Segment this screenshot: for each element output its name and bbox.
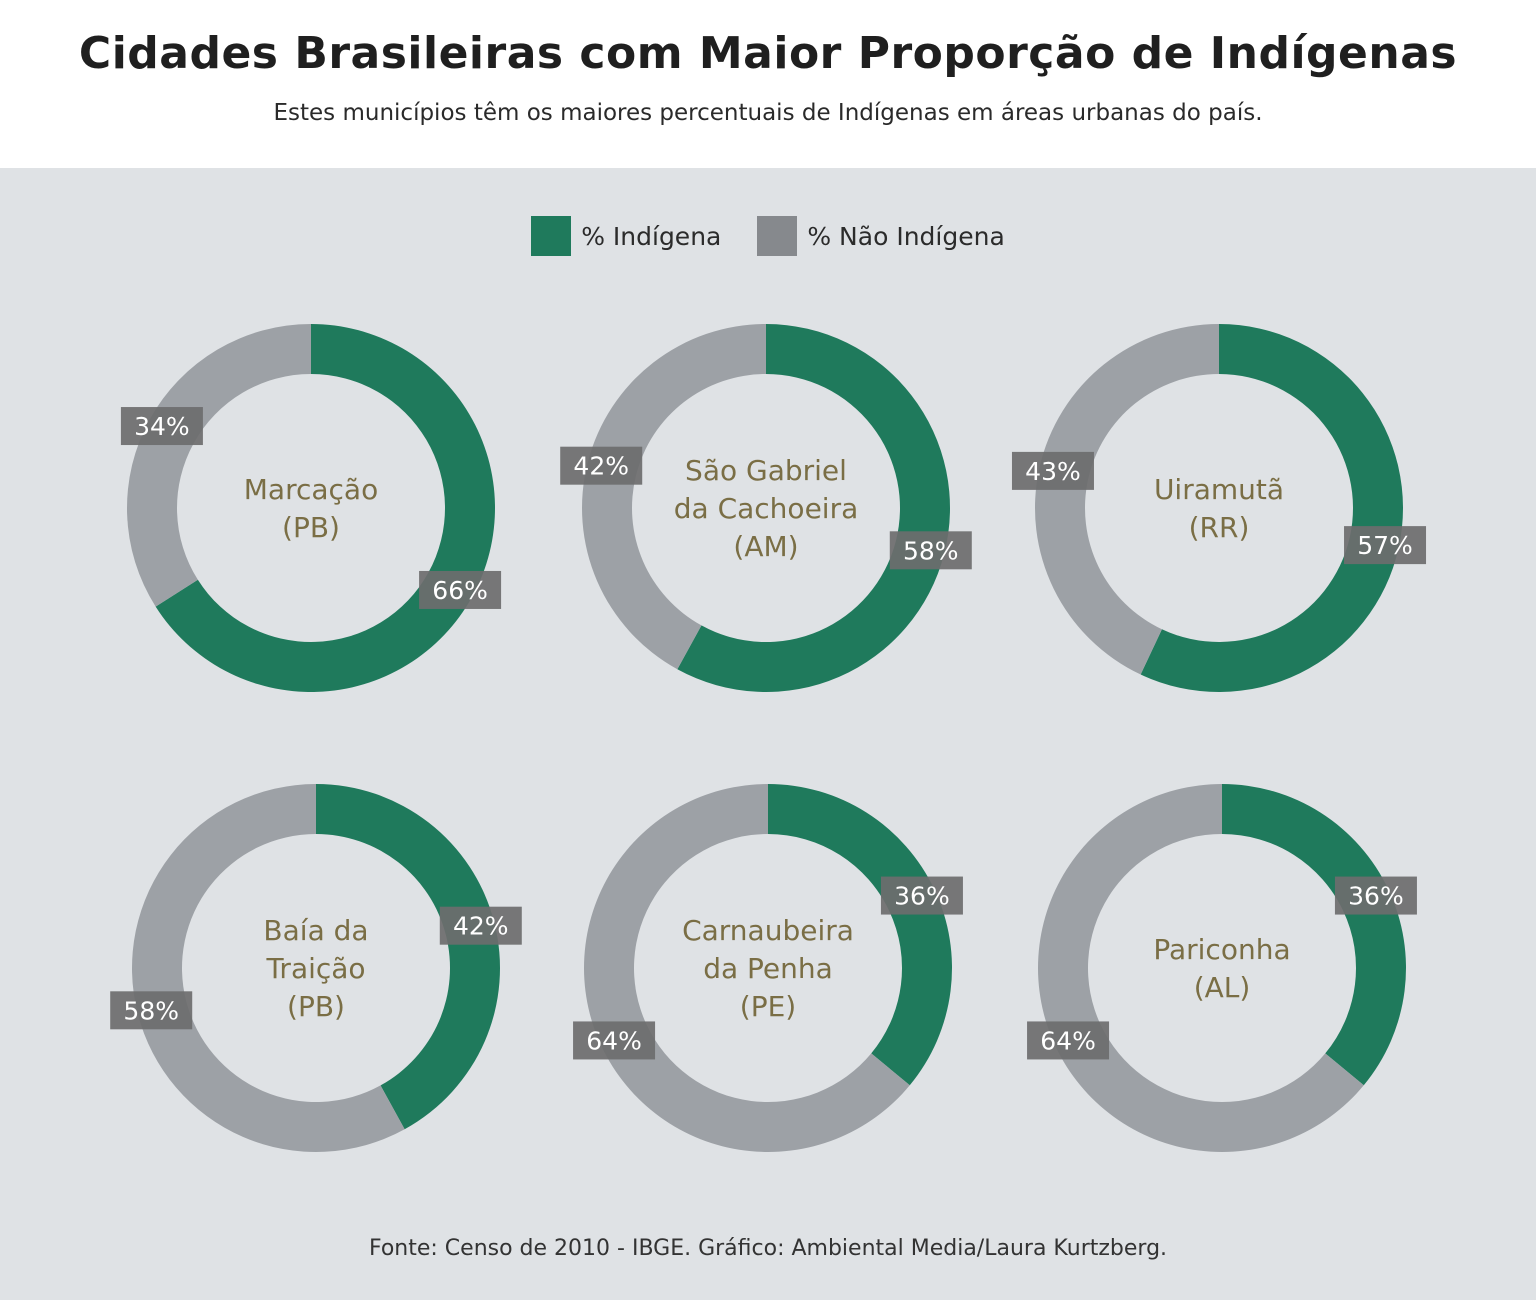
donut-segment-indigenous bbox=[1140, 324, 1403, 692]
legend-swatch-non-indigenous bbox=[757, 216, 798, 256]
data-label-indigenous-box bbox=[419, 570, 502, 609]
data-label-indigenous-box bbox=[439, 906, 522, 945]
data-label-indigenous: 66% bbox=[432, 576, 488, 605]
data-label-non-indigenous-box bbox=[560, 446, 643, 485]
header: Cidades Brasileiras com Maior Proporção … bbox=[0, 0, 1536, 168]
data-label-non-indigenous: 34% bbox=[134, 412, 190, 441]
donut-segment-non-indigenous bbox=[582, 324, 766, 670]
data-label-indigenous: 58% bbox=[903, 536, 959, 565]
donut-segment-non-indigenous bbox=[1037, 783, 1364, 1152]
city-name-line: (PE) bbox=[740, 990, 796, 1023]
data-label-indigenous: 42% bbox=[453, 912, 509, 941]
data-label-non-indigenous: 42% bbox=[573, 452, 629, 481]
legend-label-indigenous: % Indígena bbox=[581, 221, 722, 251]
donut-chart-6: Pariconha (AL) 36% 64% bbox=[1027, 783, 1417, 1152]
city-name-line: São Gabriel bbox=[685, 454, 847, 487]
donut-segment-indigenous bbox=[768, 784, 952, 1086]
city-name-line: da Penha bbox=[703, 952, 833, 985]
legend-item-indigenous: % Indígena bbox=[531, 216, 721, 256]
city-name-line: Carnaubeira bbox=[682, 914, 854, 947]
data-label-indigenous-box bbox=[1344, 526, 1427, 565]
legend: % Indígena % Não Indígena bbox=[0, 214, 1536, 258]
data-label-indigenous-box bbox=[880, 876, 963, 915]
donut-segment-indigenous bbox=[155, 324, 495, 693]
data-label-non-indigenous-box bbox=[1027, 1021, 1110, 1060]
city-name-line: (AM) bbox=[733, 530, 798, 563]
city-name-line: Traição bbox=[265, 952, 365, 985]
donut-chart-4: Baía da Traição (PB) 42% 58% bbox=[110, 784, 522, 1152]
data-label-indigenous-box bbox=[889, 531, 972, 570]
city-name-line: (RR) bbox=[1189, 511, 1250, 544]
data-label-non-indigenous-box bbox=[1011, 451, 1094, 490]
city-name-line: da Cachoeira bbox=[674, 492, 859, 525]
chart-title: Cidades Brasileiras com Maior Proporção … bbox=[78, 28, 1458, 79]
legend-swatch-indigenous bbox=[531, 216, 572, 256]
donut-segment-non-indigenous bbox=[1035, 324, 1219, 675]
donut-segment-indigenous bbox=[316, 784, 501, 1130]
donut-segment-non-indigenous bbox=[583, 784, 910, 1152]
donut-segment-indigenous bbox=[1222, 784, 1406, 1086]
data-label-indigenous: 57% bbox=[1357, 531, 1413, 560]
city-name-line: (PB) bbox=[282, 511, 340, 544]
donut-chart-5: Carnaubeira da Penha (PE) 36% 64% bbox=[573, 784, 963, 1152]
donut-chart-1: Marcação (PB) 66% 34% bbox=[120, 324, 502, 693]
legend-item-non-indigenous: % Não Indígena bbox=[757, 216, 1005, 256]
data-label-indigenous: 36% bbox=[1348, 882, 1404, 911]
data-label-non-indigenous: 64% bbox=[1040, 1026, 1096, 1055]
city-name-line: Uiramutã bbox=[1154, 473, 1284, 506]
donut-segment-non-indigenous bbox=[132, 784, 405, 1152]
donut-segment-non-indigenous bbox=[127, 324, 311, 607]
data-label-non-indigenous: 58% bbox=[123, 996, 179, 1025]
donut-chart-2: São Gabriel da Cachoeira (AM) 58% 42% bbox=[560, 324, 972, 692]
donut-chart-3: Uiramutã (RR) 57% 43% bbox=[1011, 324, 1427, 692]
data-label-non-indigenous: 64% bbox=[586, 1026, 642, 1055]
legend-label-non-indigenous: % Não Indígena bbox=[807, 221, 1005, 251]
city-name-line: Baía da bbox=[263, 914, 368, 947]
data-label-non-indigenous-box bbox=[120, 407, 203, 446]
city-name-line: Pariconha bbox=[1153, 933, 1290, 966]
data-label-non-indigenous: 43% bbox=[1025, 457, 1081, 486]
data-label-non-indigenous-box bbox=[110, 991, 193, 1030]
data-label-indigenous: 36% bbox=[894, 882, 950, 911]
city-name-line: (PB) bbox=[287, 990, 345, 1023]
city-name-line: Marcação bbox=[244, 473, 378, 506]
city-name-line: (AL) bbox=[1194, 971, 1251, 1004]
data-label-indigenous-box bbox=[1334, 876, 1417, 915]
chart-subtitle: Estes municípios têm os maiores percentu… bbox=[273, 100, 1263, 126]
data-label-non-indigenous-box bbox=[573, 1021, 656, 1060]
source-note: Fonte: Censo de 2010 - IBGE. Gráfico: Am… bbox=[368, 1236, 1168, 1261]
donut-segment-indigenous bbox=[677, 324, 950, 692]
